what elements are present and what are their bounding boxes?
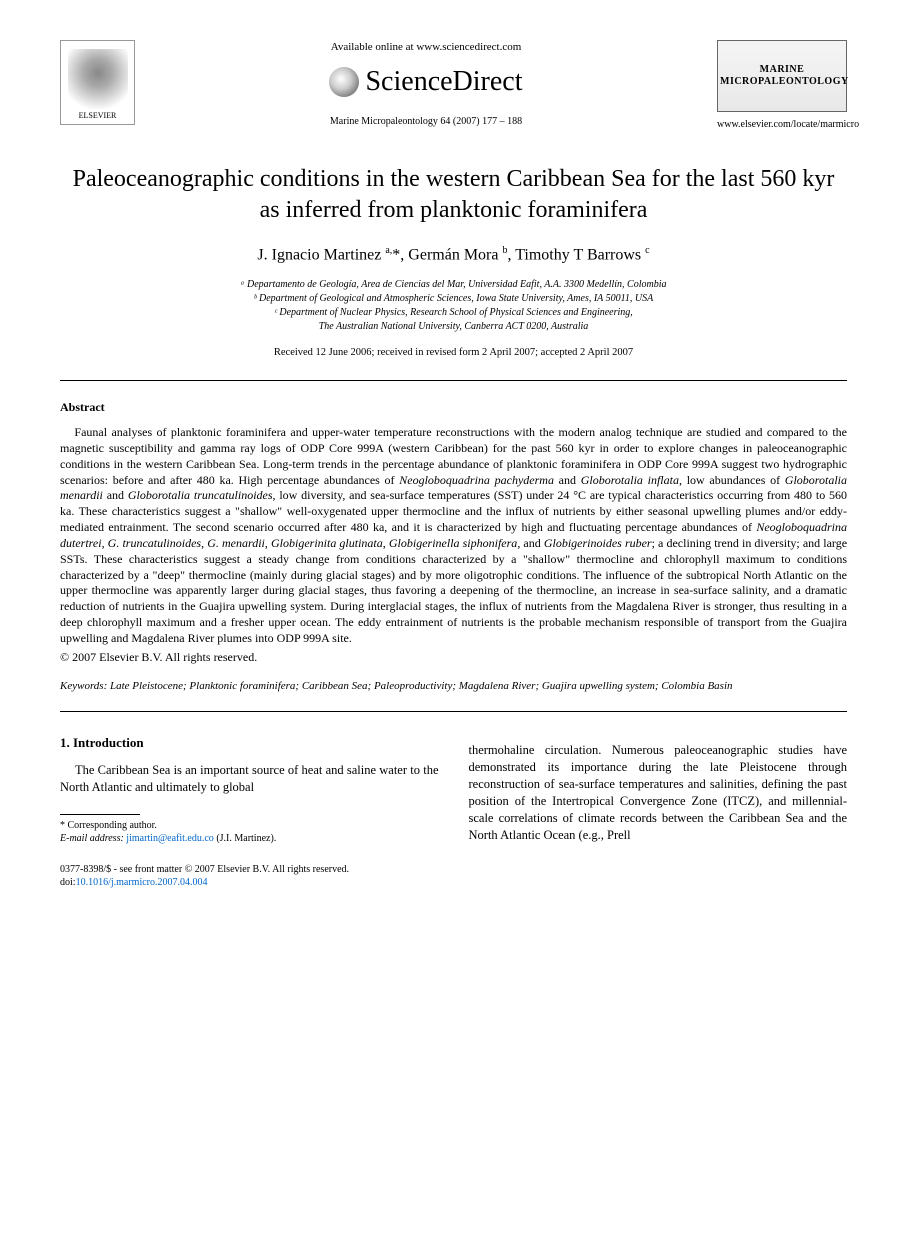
divider-bottom bbox=[60, 711, 847, 712]
journal-name-line1: MARINE bbox=[720, 64, 844, 76]
left-column: 1. Introduction The Caribbean Sea is an … bbox=[60, 734, 439, 844]
affiliation-b: ᵇ Department of Geological and Atmospher… bbox=[60, 292, 847, 306]
doi-line: doi:10.1016/j.marmicro.2007.04.004 bbox=[60, 876, 847, 889]
sciencedirect-brand: ScienceDirect bbox=[365, 63, 522, 101]
abstract-text: Faunal analyses of planktonic foraminife… bbox=[60, 425, 847, 647]
abstract-label: Abstract bbox=[60, 399, 847, 415]
body-two-column: 1. Introduction The Caribbean Sea is an … bbox=[60, 734, 847, 844]
keywords: Keywords: Late Pleistocene; Planktonic f… bbox=[60, 679, 847, 693]
email-who: (J.I. Martinez). bbox=[216, 833, 276, 844]
center-header: Available online at www.sciencedirect.co… bbox=[135, 40, 717, 129]
issn-line: 0377-8398/$ - see front matter © 2007 El… bbox=[60, 863, 847, 876]
available-online-text: Available online at www.sciencedirect.co… bbox=[155, 40, 697, 55]
right-column: thermohaline circulation. Numerous paleo… bbox=[469, 734, 848, 844]
email-address[interactable]: jimartin@eafit.edu.co bbox=[126, 833, 214, 844]
doi-link[interactable]: 10.1016/j.marmicro.2007.04.004 bbox=[76, 877, 208, 888]
affiliations: ᵃ Departamento de Geología, Area de Cien… bbox=[60, 278, 847, 334]
journal-reference: Marine Micropaleontology 64 (2007) 177 –… bbox=[155, 115, 697, 129]
abstract-copyright: © 2007 Elsevier B.V. All rights reserved… bbox=[60, 649, 847, 665]
affiliation-c-2: The Australian National University, Canb… bbox=[60, 320, 847, 334]
doi-label: doi: bbox=[60, 877, 76, 888]
footnote-rule bbox=[60, 814, 140, 815]
corresponding-author-footnote: * Corresponding author. E-mail address: … bbox=[60, 819, 439, 845]
intro-para-left: The Caribbean Sea is an important source… bbox=[60, 762, 439, 796]
corresponding-label: * Corresponding author. bbox=[60, 819, 439, 832]
corresponding-email-line: E-mail address: jimartin@eafit.edu.co (J… bbox=[60, 832, 439, 845]
publisher-name: ELSEVIER bbox=[79, 111, 117, 122]
intro-para-right: thermohaline circulation. Numerous paleo… bbox=[469, 742, 848, 843]
affiliation-a: ᵃ Departamento de Geología, Area de Cien… bbox=[60, 278, 847, 292]
journal-cover-box: MARINE MICROPALEONTOLOGY bbox=[717, 40, 847, 112]
header-row: ELSEVIER Available online at www.science… bbox=[60, 40, 847, 132]
authors-line: J. Ignacio Martinez a,*, Germán Mora b, … bbox=[60, 244, 847, 266]
journal-url: www.elsevier.com/locate/marmicro bbox=[717, 118, 847, 132]
elsevier-logo: ELSEVIER bbox=[60, 40, 135, 125]
affiliation-c-1: ᶜ Department of Nuclear Physics, Researc… bbox=[60, 306, 847, 320]
sciencedirect-swirl-icon bbox=[329, 67, 359, 97]
divider-top bbox=[60, 380, 847, 381]
article-dates: Received 12 June 2006; received in revis… bbox=[60, 346, 847, 360]
sciencedirect-logo: ScienceDirect bbox=[329, 63, 522, 101]
article-title: Paleoceanographic conditions in the west… bbox=[60, 164, 847, 226]
elsevier-tree-icon bbox=[68, 49, 128, 109]
section-1-heading: 1. Introduction bbox=[60, 734, 439, 752]
email-label: E-mail address: bbox=[60, 833, 124, 844]
page-footer: 0377-8398/$ - see front matter © 2007 El… bbox=[60, 863, 847, 889]
journal-logo-block: MARINE MICROPALEONTOLOGY www.elsevier.co… bbox=[717, 40, 847, 132]
journal-name-line2: MICROPALEONTOLOGY bbox=[720, 76, 844, 88]
